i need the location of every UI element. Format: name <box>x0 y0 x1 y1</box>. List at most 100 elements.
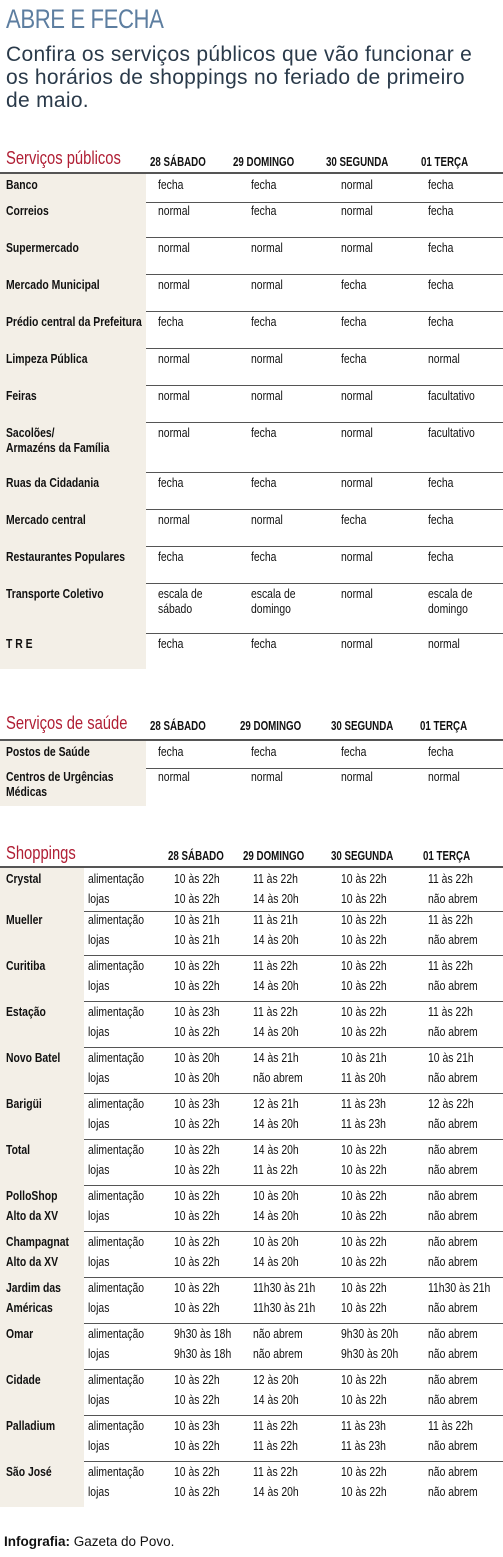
table-cell: não abrem <box>428 978 478 993</box>
table-row: Sacolões/Armazéns da Família normal fecha n… <box>0 422 503 473</box>
table-row: Mercado central normal normal fecha fecha <box>0 509 503 547</box>
row-label-shade <box>0 200 146 237</box>
table-cell: 11 às 22h <box>428 1418 473 1433</box>
table-cell: 10 às 22h <box>174 891 220 906</box>
column-header: 30 SEGUNDA <box>326 155 389 169</box>
table-cell: 14 às 20h <box>253 1142 299 1157</box>
row-label: Mueller <box>6 912 43 927</box>
table-cell: 14 às 20h <box>253 891 299 906</box>
table-cell: normal <box>158 769 190 784</box>
table-cell: 14 às 20h <box>253 1116 299 1131</box>
table-cell: normal <box>251 769 283 784</box>
row-label: Champagnat <box>6 1234 69 1249</box>
table-cell: normal <box>251 240 283 255</box>
table-cell: não abrem <box>428 1464 478 1479</box>
row-label: Centros de Urgências <box>6 769 114 784</box>
row-label: Estação <box>6 1004 46 1019</box>
type-label: lojas <box>88 932 110 947</box>
table-cell: 10 às 22h <box>174 958 220 973</box>
table-cell: não abrem <box>428 1116 478 1131</box>
table-cell: normal <box>158 512 190 527</box>
table-cell: 10 às 22h <box>341 1234 387 1249</box>
subtitle-line: de maio. <box>6 89 89 112</box>
servicos-saude-title: Serviços de saúde <box>6 713 128 733</box>
column-header: 01 TERÇA <box>420 719 468 733</box>
row-label-shade <box>0 348 146 385</box>
table-cell: 11 às 22h <box>428 958 473 973</box>
type-label: alimentação <box>88 871 145 886</box>
row-label: São José <box>6 1464 52 1479</box>
row-label-shade <box>0 385 146 422</box>
row-label: Sacolões/ <box>6 425 55 440</box>
row-label: Curitiba <box>6 958 46 973</box>
table-cell: não abrem <box>428 1142 478 1157</box>
row-label: Feiras <box>6 388 37 403</box>
table-cell: normal <box>341 549 373 564</box>
row-label: Jardim das <box>6 1280 61 1295</box>
table-cell: fecha <box>341 744 367 759</box>
table-cell: fecha <box>428 549 454 564</box>
table-cell: fecha <box>158 744 184 759</box>
table-cell: 10 às 22h <box>341 871 387 886</box>
table-cell: 11 às 23h <box>341 1096 386 1111</box>
table-cell: 11 às 22h <box>253 1162 298 1177</box>
row-label: Cidade <box>6 1372 41 1387</box>
table-cell: 10 às 22h <box>341 958 387 973</box>
table-cell: 10 às 21h <box>174 912 220 927</box>
table-cell: 14 às 20h <box>253 932 299 947</box>
footer-credit: Infografia: Gazeta do Povo. <box>4 1534 174 1549</box>
table-cell: escala de <box>158 586 203 601</box>
table-cell: 11 às 22h <box>428 871 473 886</box>
table-row: Centros de Urgências Médicas normal normal n… <box>0 766 503 806</box>
row-label: Mercado central <box>6 512 86 527</box>
row-label-shade <box>0 1139 84 1185</box>
table-cell: 11 às 23h <box>341 1438 386 1453</box>
table-cell: 10 às 22h <box>341 1392 387 1407</box>
table-cell: 10 às 22h <box>174 1188 220 1203</box>
row-label: Novo Batel <box>6 1050 61 1065</box>
table-cell: não abrem <box>428 1326 478 1341</box>
type-label: alimentação <box>88 1004 145 1019</box>
row-label-shade <box>0 1369 84 1415</box>
table-cell: 10 às 22h <box>174 871 220 886</box>
table-cell: fecha <box>251 744 277 759</box>
table-cell: fecha <box>341 277 367 292</box>
table-cell: 11 às 23h <box>341 1116 386 1131</box>
table-cell: 11 às 22h <box>253 1004 298 1019</box>
table-row: Champagnat Alto da XV alimentação lojas 10 à… <box>0 1231 503 1278</box>
table-cell: 14 às 20h <box>253 978 299 993</box>
row-label-shade <box>0 1415 84 1461</box>
table-cell: domingo <box>251 601 291 616</box>
table-cell: 10 às 22h <box>174 1142 220 1157</box>
row-label: Alto da XV <box>6 1208 59 1223</box>
table-cell: normal <box>428 636 460 651</box>
table-row: Mercado Municipal normal normal fecha fecha <box>0 274 503 312</box>
table-cell: não abrem <box>428 1070 478 1085</box>
table-cell: fecha <box>158 636 184 651</box>
table-cell: normal <box>158 425 190 440</box>
row-label: PolloShop <box>6 1188 58 1203</box>
type-label: lojas <box>88 891 110 906</box>
row-label: Crystal <box>6 871 42 886</box>
row-label: Alto da XV <box>6 1254 59 1269</box>
table-cell: 11 às 22h <box>428 1004 473 1019</box>
column-header: 01 TERÇA <box>421 155 469 169</box>
row-label: Restaurantes Populares <box>6 549 126 564</box>
page-subtitle: Confira os serviços públicos que vão fun… <box>6 43 503 112</box>
subtitle-line: os horários de shoppings no feriado de p… <box>6 66 465 89</box>
table-cell: fecha <box>251 425 277 440</box>
table-cell: 14 às 20h <box>253 1484 299 1499</box>
table-row: Restaurantes Populares fecha fecha normal fe… <box>0 546 503 584</box>
row-label-shade <box>0 1001 84 1047</box>
row-label: Barigüi <box>6 1096 42 1111</box>
row-label-shade <box>0 237 146 274</box>
table-cell: 10 às 22h <box>174 1208 220 1223</box>
table-cell: 10 às 22h <box>341 1280 387 1295</box>
table-cell: fecha <box>251 314 277 329</box>
table-cell: 9h30 às 20h <box>341 1346 399 1361</box>
table-cell: 10 às 22h <box>341 1464 387 1479</box>
table-cell: escala de <box>428 586 473 601</box>
table-cell: fecha <box>251 549 277 564</box>
table-cell: 12 às 20h <box>253 1372 299 1387</box>
table-cell: não abrem <box>428 1438 478 1453</box>
